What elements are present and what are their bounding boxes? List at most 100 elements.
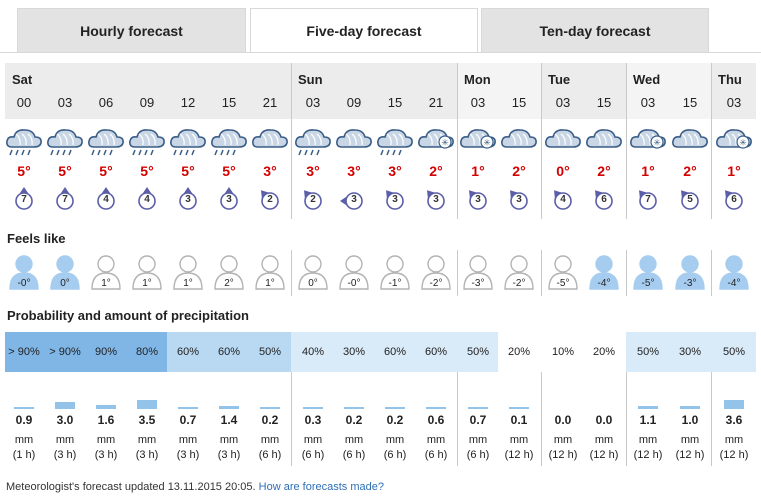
probability-band (167, 332, 291, 372)
temperature: 3° (306, 163, 320, 179)
wind-speed: 2 (310, 194, 316, 205)
temperature: 0° (556, 163, 570, 179)
precip-period: (12 h) (675, 449, 705, 461)
hour-label: 03 (555, 95, 571, 110)
wind-speed: 4 (103, 194, 109, 205)
svg-text:✳: ✳ (483, 138, 491, 148)
precip-amount: 0.9 (15, 413, 33, 427)
cloud-icon (670, 123, 710, 157)
person-icon: 1° (250, 253, 290, 291)
person-cold-icon: -5° (628, 253, 668, 291)
temperature: 5° (99, 163, 113, 179)
day-header-thu (711, 63, 756, 119)
day-separator (541, 63, 542, 219)
precip-period: (1 h) (12, 449, 36, 461)
day-separator (626, 250, 627, 296)
temperature: 1° (641, 163, 655, 179)
tab-five-day[interactable]: Five-day forecast (250, 8, 478, 53)
precip-unit: mm (385, 434, 405, 446)
precip-period: (6 h) (342, 449, 366, 461)
probability-band (626, 332, 756, 372)
day-header-wed (626, 63, 711, 119)
feels-like-value: -1° (388, 278, 402, 289)
wind-icon: 7 (4, 185, 44, 213)
tab-hourly[interactable]: Hourly forecast (17, 8, 246, 52)
day-header-sun (291, 63, 457, 119)
tab-ten-day[interactable]: Ten-day forecast (481, 8, 709, 52)
day-separator (291, 250, 292, 296)
precip-bar (219, 406, 239, 409)
precip-probability: 40% (301, 346, 325, 358)
wind-icon: 3 (209, 185, 249, 213)
temperature: 2° (429, 163, 443, 179)
wind-speed: 7 (62, 194, 68, 205)
day-separator (457, 250, 458, 296)
precip-amount: 3.6 (725, 413, 743, 427)
precip-period: (3 h) (135, 449, 159, 461)
how-forecasts-made-link[interactable]: How are forecasts made? (258, 481, 384, 493)
person-icon: 1° (127, 253, 167, 291)
temperature: 2° (597, 163, 611, 179)
precip-amount: 0.1 (510, 413, 528, 427)
precip-period: (6 h) (301, 449, 325, 461)
precip-period: (6 h) (424, 449, 448, 461)
precip-unit: mm (724, 434, 744, 446)
person-icon: -2° (416, 253, 456, 291)
precip-bar (385, 407, 405, 409)
precip-period: (12 h) (719, 449, 749, 461)
svg-text:✳: ✳ (653, 138, 661, 148)
day-header-sat (5, 63, 291, 119)
precip-unit: mm (14, 434, 34, 446)
wind-icon: 6 (584, 185, 624, 213)
wind-icon: 2 (293, 185, 333, 213)
temperature: 3° (347, 163, 361, 179)
person-cold-icon: -4° (714, 253, 754, 291)
feels-like-value: -2° (429, 278, 443, 289)
precip-unit: mm (468, 434, 488, 446)
day-name: Sun (298, 72, 323, 87)
precip-probability: 60% (176, 346, 200, 358)
person-icon: 1° (86, 253, 126, 291)
wind-speed: 3 (392, 194, 398, 205)
day-name: Thu (718, 72, 742, 87)
precip-amount: 1.6 (97, 413, 115, 427)
person-icon: -1° (375, 253, 415, 291)
wind-speed: 4 (144, 194, 150, 205)
wind-speed: 5 (687, 194, 693, 205)
hour-label: 21 (428, 95, 444, 110)
probability-band (291, 332, 498, 372)
precip-amount: 0.2 (261, 413, 279, 427)
precip-probability: > 90% (49, 346, 81, 358)
wind-icon: 3 (168, 185, 208, 213)
day-separator (291, 63, 292, 219)
person-cold-icon: -0° (4, 253, 44, 291)
precip-probability: 10% (551, 346, 575, 358)
feels-like-value: 2° (224, 278, 234, 289)
rain-cloud-icon (127, 123, 167, 157)
precip-amount: 3.0 (56, 413, 74, 427)
precip-period: (3 h) (53, 449, 77, 461)
temperature: 3° (388, 163, 402, 179)
precip-bar (96, 405, 116, 409)
precip-probability: 90% (94, 346, 118, 358)
feels-like-value: 1° (142, 278, 152, 289)
person-icon: -3° (458, 253, 498, 291)
precip-bar (55, 402, 75, 409)
footer: Meteorologist's forecast updated 13.11.2… (6, 481, 384, 493)
precip-probability: 60% (383, 346, 407, 358)
hour-label: 06 (98, 95, 114, 110)
precip-amount: 1.4 (220, 413, 238, 427)
precip-amount: 1.1 (639, 413, 657, 427)
precip-bar (178, 407, 198, 409)
temperature: 5° (58, 163, 72, 179)
temperature: 5° (17, 163, 31, 179)
precip-probability: 60% (424, 346, 448, 358)
rain-cloud-icon (168, 123, 208, 157)
hour-label: 03 (640, 95, 656, 110)
precip-bar (344, 407, 364, 409)
snow-cloud-icon: ✳ (714, 123, 754, 157)
precip-amount: 0.2 (386, 413, 404, 427)
temperature: 1° (727, 163, 741, 179)
temperature: 1° (471, 163, 485, 179)
feels-like-value: -3° (471, 278, 485, 289)
